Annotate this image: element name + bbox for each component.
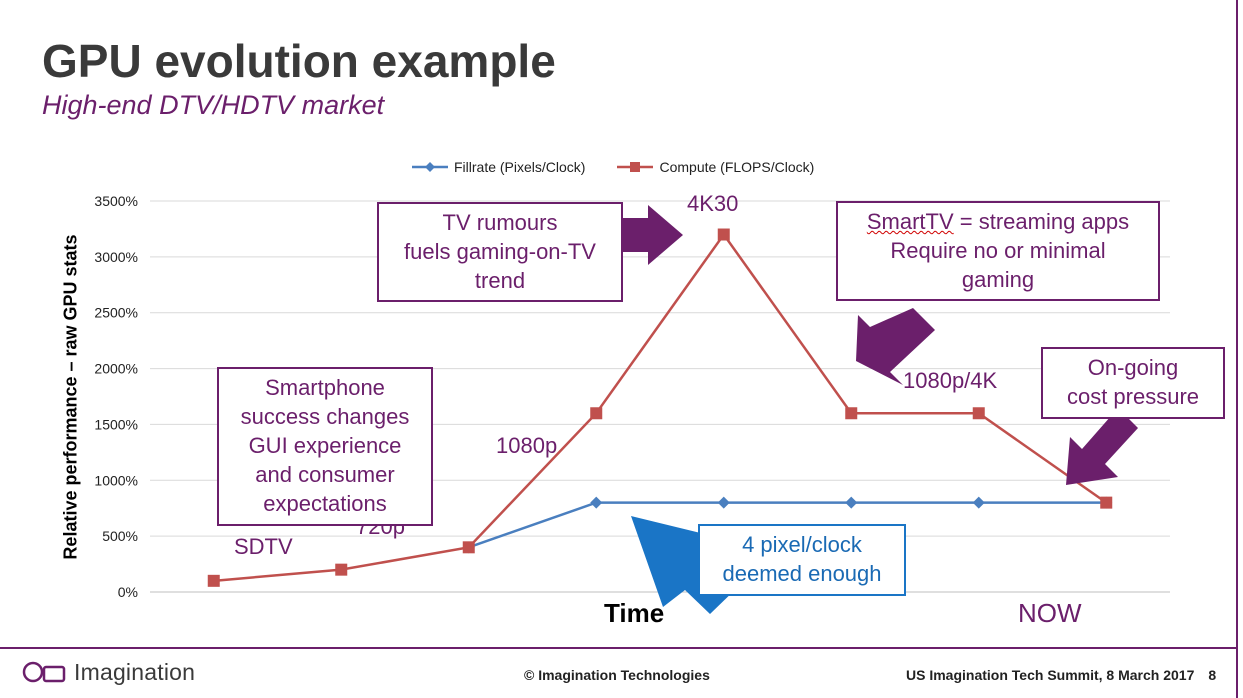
callout-smartphone-line-5: expectations xyxy=(263,491,387,516)
legend-compute-label: Compute (FLOPS/Clock) xyxy=(659,159,815,175)
y-tick-label: 2500% xyxy=(94,305,138,321)
callout-pixel-line-2: deemed enough xyxy=(722,561,882,586)
compute-point xyxy=(462,541,475,554)
callout-smartphone-line-2: success changes xyxy=(240,404,410,429)
label-1080p-4k: 1080p/4K xyxy=(903,368,998,393)
slide-title: GPU evolution example xyxy=(42,35,556,87)
legend-item-fillrate: Fillrate (Pixels/Clock) xyxy=(410,159,585,175)
series-line-fillrate xyxy=(468,501,1107,549)
footer-copyright: © Imagination Technologies xyxy=(524,667,710,683)
y-tick-label: 1000% xyxy=(94,472,138,488)
fillrate-point xyxy=(972,496,985,509)
right-edge-rule xyxy=(1236,0,1238,698)
chart-legend: Fillrate (Pixels/Clock) Compute (FLOPS/C… xyxy=(410,156,844,178)
label-4k30: 4K30 xyxy=(687,191,739,216)
label-sdtv: SDTV xyxy=(234,534,293,559)
callout-ongoing-line-1: On-going xyxy=(1087,355,1179,380)
y-tick-label: 3500% xyxy=(94,193,138,209)
callout-smarttv-line-1: SmartTV = streaming apps xyxy=(866,209,1130,234)
compute-point xyxy=(972,407,985,420)
callout-pixel-clock: 4 pixel/clock deemed enough xyxy=(698,524,906,596)
callout-smarttv-line-3: gaming xyxy=(961,267,1035,292)
y-tick-label: 3000% xyxy=(94,249,138,265)
legend-fillrate-label: Fillrate (Pixels/Clock) xyxy=(454,159,586,175)
compute-point xyxy=(1100,496,1113,509)
x-axis-label-time: Time xyxy=(604,598,665,628)
callout-tv-rumours-line-2: fuels gaming-on-TV xyxy=(404,239,596,264)
callout-ongoing-line-2: cost pressure xyxy=(1066,384,1200,409)
imagination-logo-icon xyxy=(22,661,66,683)
callout-pixel-line-1: 4 pixel/clock xyxy=(742,532,862,557)
compute-point xyxy=(717,228,730,241)
logo-text: Imagination xyxy=(74,658,196,685)
series-line-compute xyxy=(213,232,1107,583)
callout-ongoing-cost: On-going cost pressure xyxy=(1041,347,1225,419)
fillrate-point xyxy=(845,496,858,509)
x-axis-label-now: NOW xyxy=(1018,598,1082,628)
callout-smarttv-line-2: Require no or minimal xyxy=(890,238,1106,263)
slide-subtitle: High-end DTV/HDTV market xyxy=(42,90,385,120)
callout-tv-rumours-line-1: TV rumours xyxy=(442,210,558,235)
y-tick-label: 500% xyxy=(102,528,138,544)
callout-smartphone-line-1: Smartphone xyxy=(265,375,385,400)
y-tick-label: 2000% xyxy=(94,361,138,377)
y-tick-label: 1500% xyxy=(94,416,138,432)
callout-smartphone-line-4: and consumer xyxy=(255,462,395,487)
imagination-logo: Imagination xyxy=(22,658,195,686)
compute-point xyxy=(335,563,348,576)
callout-tv-rumours: TV rumours fuels gaming-on-TV trend xyxy=(377,202,623,302)
footer-event: US Imagination Tech Summit, 8 March 2017… xyxy=(906,667,1216,683)
arrow-ongoing-cost xyxy=(1066,408,1138,485)
y-axis-label: Relative performance – raw GPU stats xyxy=(60,234,81,560)
legend-item-compute: Compute (FLOPS/Clock) xyxy=(615,159,814,175)
arrow-smarttv xyxy=(856,308,935,385)
label-1080p: 1080p xyxy=(496,433,558,458)
fillrate-point xyxy=(717,496,730,509)
compute-point xyxy=(845,407,858,420)
callout-smartphone-line-3: GUI experience xyxy=(248,433,402,458)
footer-event-text: US Imagination Tech Summit, 8 March 2017 xyxy=(906,667,1195,683)
footer-rule xyxy=(0,647,1236,649)
callout-smarttv: SmartTV = streaming apps Require no or m… xyxy=(836,201,1160,301)
legend-compute-marker xyxy=(617,162,654,172)
legend-fillrate-marker xyxy=(412,162,448,172)
callout-tv-rumours-line-3: trend xyxy=(474,268,526,293)
smarttv-word: SmartTV xyxy=(866,209,954,234)
fillrate-point xyxy=(590,496,603,509)
y-tick-label: 0% xyxy=(118,584,138,600)
arrow-to-4k30 xyxy=(623,205,683,265)
callout-smartphone: Smartphone success changes GUI experienc… xyxy=(217,367,433,526)
compute-point xyxy=(207,574,220,587)
compute-point xyxy=(590,407,603,420)
page-number: 8 xyxy=(1208,667,1217,683)
